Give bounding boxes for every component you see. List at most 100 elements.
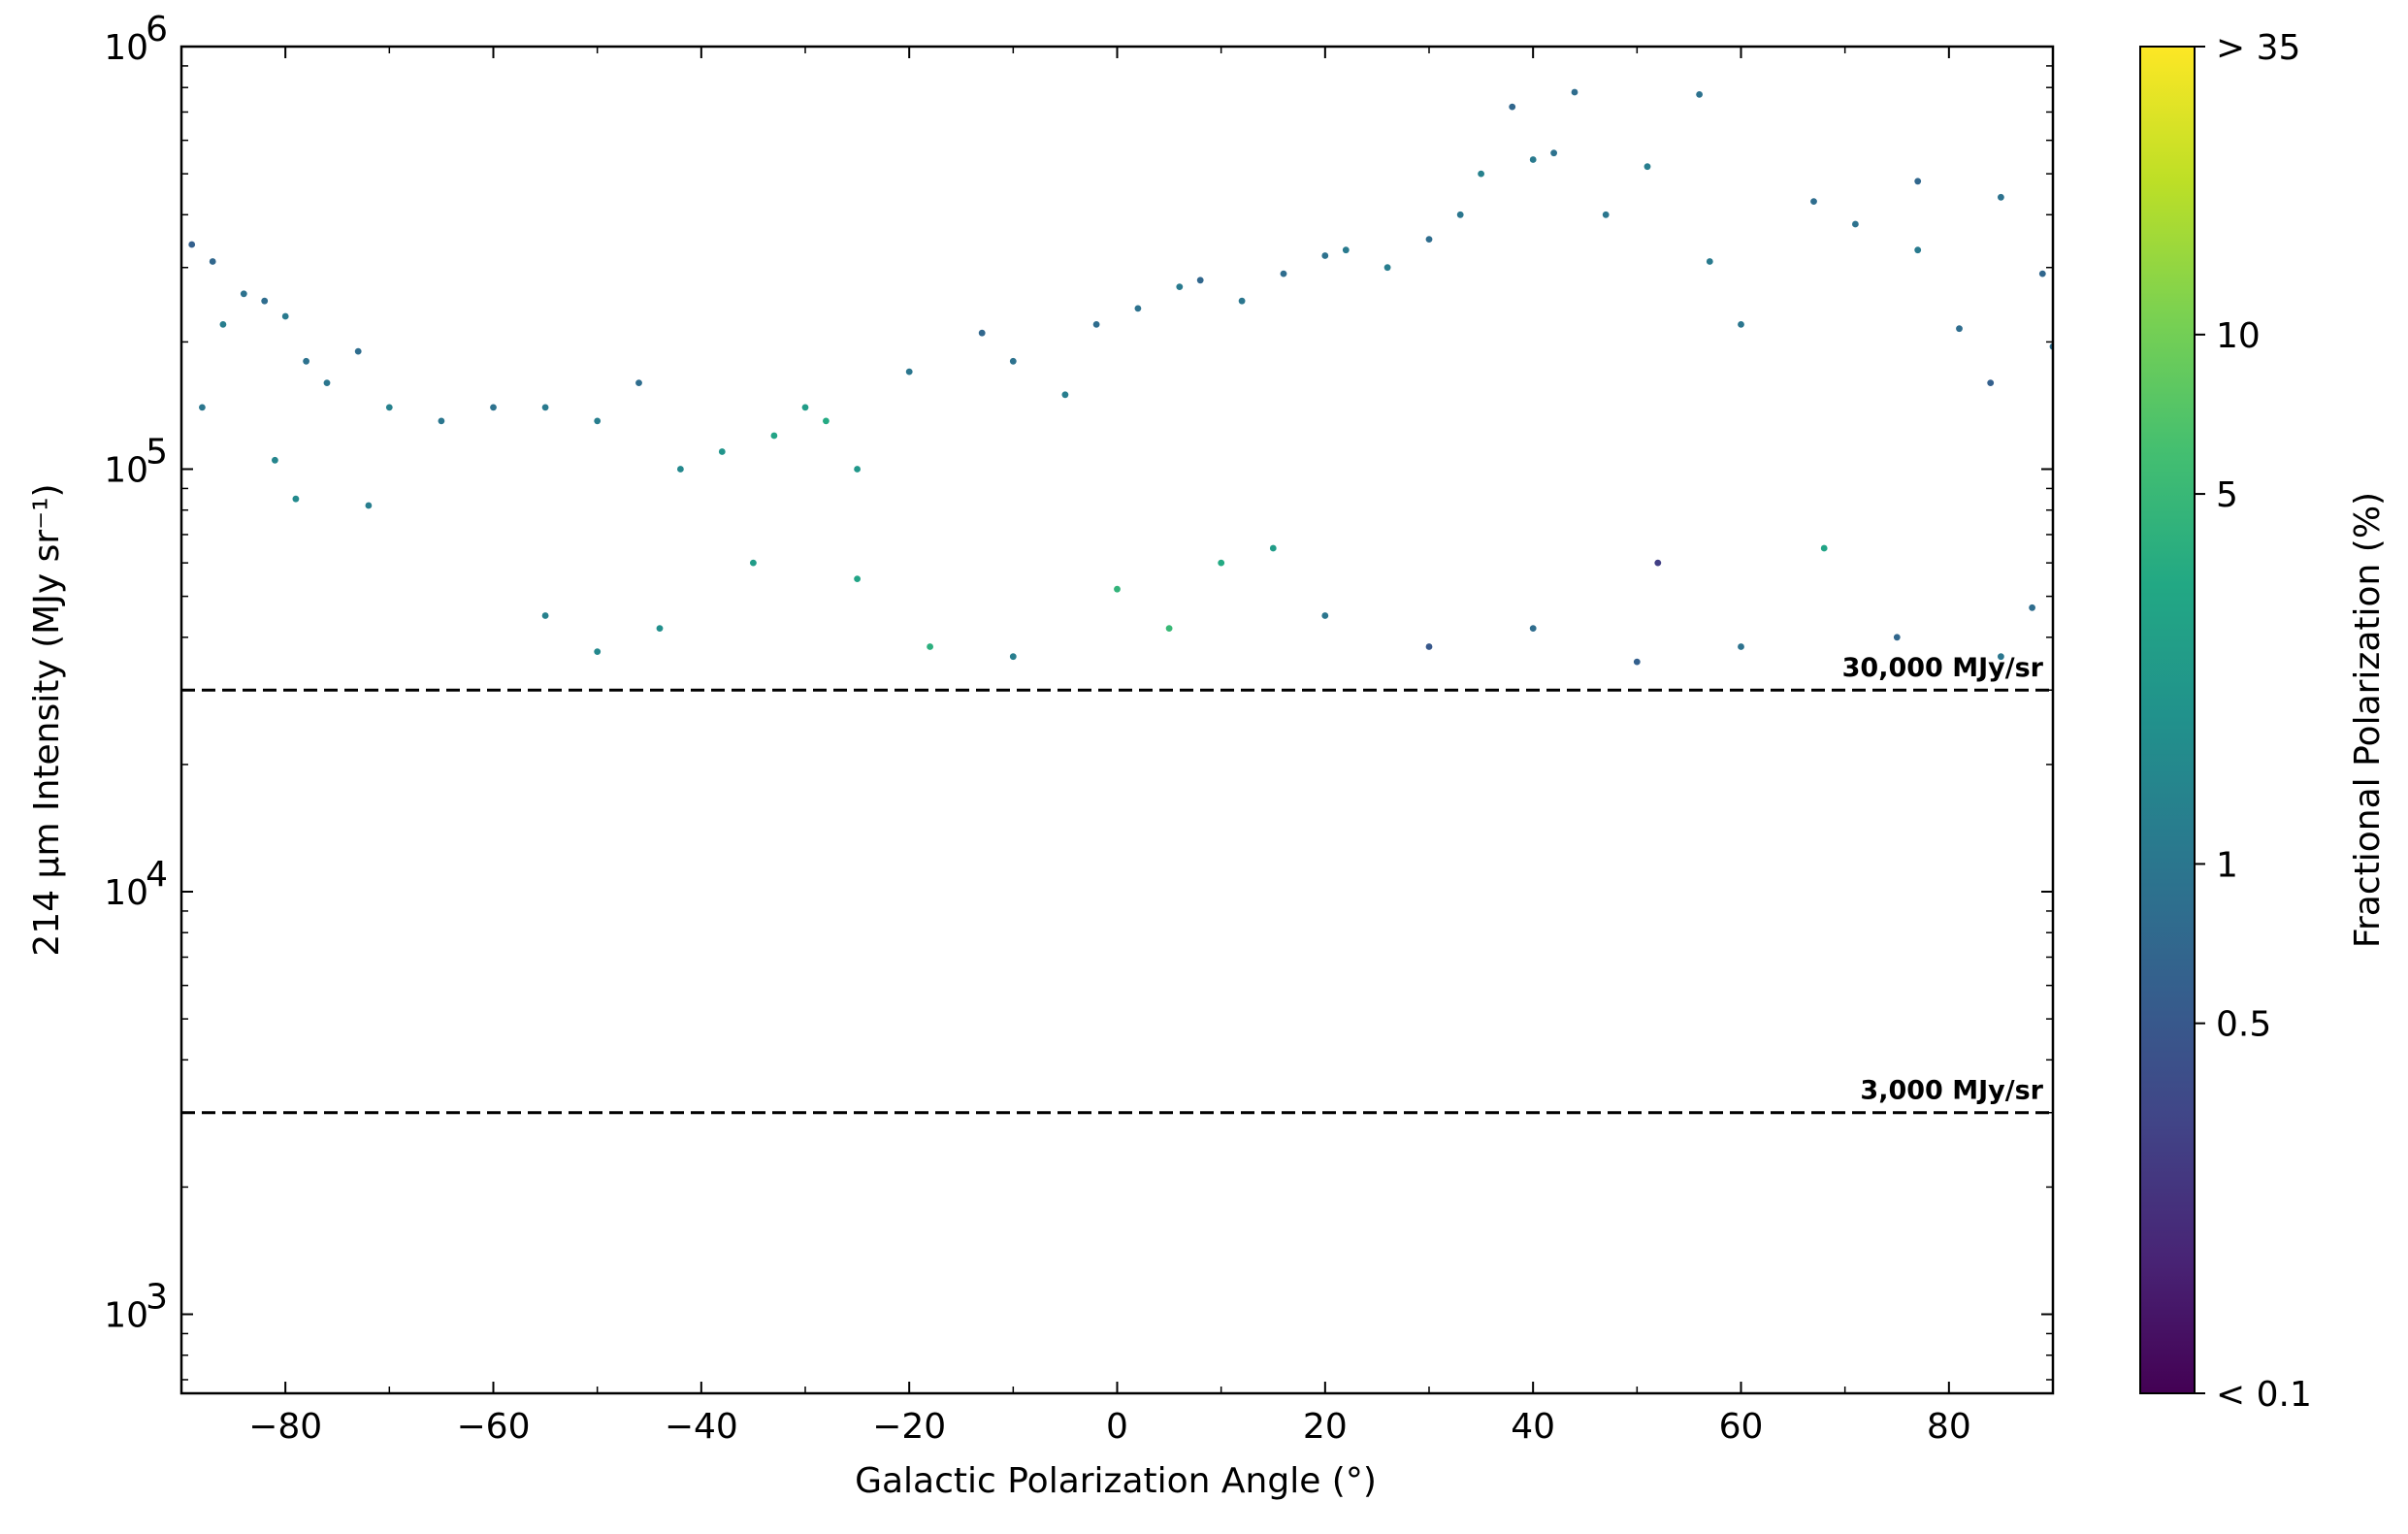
data-point xyxy=(1342,246,1350,254)
colorbar-tick-label: 1 xyxy=(2216,845,2238,885)
data-point xyxy=(1654,559,1662,567)
data-point xyxy=(323,379,331,386)
data-point xyxy=(541,404,549,411)
data-point xyxy=(365,502,373,509)
reference-line-label: 3,000 MJy/sr xyxy=(1860,1076,2043,1106)
data-point xyxy=(823,417,830,425)
data-point xyxy=(656,625,664,632)
data-point xyxy=(1633,658,1641,666)
data-point xyxy=(1914,246,1922,254)
colorbar-title: Fractional Polarization (%) xyxy=(2348,492,2388,948)
data-point xyxy=(750,559,757,567)
data-point xyxy=(1425,236,1433,244)
data-point xyxy=(303,357,309,365)
data-point xyxy=(1383,264,1391,272)
plot-frame xyxy=(179,45,2055,1395)
data-point xyxy=(292,495,300,503)
data-point xyxy=(594,648,602,655)
data-point xyxy=(438,417,445,425)
colorbar-tick-label: 0.5 xyxy=(2216,1005,2271,1045)
data-point xyxy=(272,456,278,464)
y-tick-exponent: 5 xyxy=(146,433,168,473)
data-point xyxy=(1738,643,1744,650)
data-point xyxy=(1529,625,1537,632)
data-point xyxy=(1998,653,2004,661)
y-tick-exponent: 6 xyxy=(146,10,168,49)
y-tick-label: 10 xyxy=(104,873,148,913)
data-point xyxy=(1998,193,2004,201)
y-axis-title: 214 μm Intensity (MJy sr⁻¹) xyxy=(27,483,67,956)
data-point xyxy=(1280,270,1287,277)
data-point xyxy=(1956,325,1963,333)
data-point xyxy=(1987,379,1995,386)
data-point xyxy=(854,466,861,473)
data-point xyxy=(2029,604,2036,611)
data-point xyxy=(1114,585,1121,593)
data-point xyxy=(1509,103,1516,111)
data-point xyxy=(199,404,206,411)
data-point xyxy=(1321,252,1329,259)
colorbar: > 35 10 5 1 0.5 < 0.1 Fractional Polarization… xyxy=(2139,28,2388,1415)
data-point xyxy=(1238,297,1246,305)
data-point xyxy=(1321,612,1329,619)
x-axis-title: Galactic Polarization Angle (°) xyxy=(855,1461,1377,1501)
y-tick-exponent: 4 xyxy=(146,855,168,895)
colorbar-tick-label: 10 xyxy=(2216,316,2261,356)
data-point xyxy=(854,575,861,582)
data-point xyxy=(1738,321,1744,328)
data-point xyxy=(1602,211,1610,218)
data-point xyxy=(1643,163,1651,171)
data-point xyxy=(927,643,933,650)
data-point xyxy=(490,404,497,411)
data-point xyxy=(1810,198,1817,206)
y-tick-label: 10 xyxy=(104,28,148,68)
reference-lines: 30,000 MJy/sr 3,000 MJy/sr xyxy=(181,653,2053,1115)
x-tick-label: −80 xyxy=(248,1407,322,1447)
data-point xyxy=(261,297,269,305)
data-point xyxy=(1893,634,1901,641)
data-point xyxy=(1176,283,1184,290)
data-point xyxy=(1914,178,1922,185)
x-tick-label: −20 xyxy=(872,1407,946,1447)
y-tick-label: 10 xyxy=(104,1296,148,1336)
x-tick-label: 20 xyxy=(1303,1407,1348,1447)
data-point xyxy=(1165,625,1173,632)
colorbar-tick-label: < 0.1 xyxy=(2216,1375,2312,1415)
colorbar-gradient xyxy=(2139,46,2196,1394)
x-tick-label: −40 xyxy=(665,1407,738,1447)
data-point xyxy=(1269,544,1277,552)
data-point xyxy=(219,321,227,328)
data-point xyxy=(281,312,289,320)
data-point xyxy=(1571,88,1578,96)
colorbar-tick-label: > 35 xyxy=(2216,28,2300,68)
data-point xyxy=(354,347,362,355)
data-point xyxy=(1696,91,1703,98)
data-point xyxy=(1425,643,1433,650)
x-tick-label: 60 xyxy=(1719,1407,1764,1447)
data-point xyxy=(1009,653,1017,661)
colorbar-ticks: > 35 10 5 1 0.5 < 0.1 xyxy=(2195,28,2312,1415)
data-point xyxy=(1852,220,1859,228)
y-tick-exponent: 3 xyxy=(146,1278,168,1318)
x-axis: −80 −60 −40 −20 0 20 40 60 80 xyxy=(248,47,1971,1447)
data-points xyxy=(188,88,2053,666)
x-tick-label: 80 xyxy=(1927,1407,1971,1447)
data-point xyxy=(240,290,247,298)
data-point xyxy=(978,329,986,337)
data-point xyxy=(1196,277,1204,284)
colorbar-tick-label: 5 xyxy=(2216,475,2238,515)
y-tick-label: 10 xyxy=(104,451,148,491)
x-tick-label: 0 xyxy=(1106,1407,1128,1447)
data-point xyxy=(188,241,196,248)
data-point xyxy=(541,612,549,619)
data-point xyxy=(635,379,642,386)
data-point xyxy=(905,368,913,375)
data-point xyxy=(385,404,393,411)
data-point xyxy=(594,417,602,425)
data-point xyxy=(1550,149,1557,157)
data-point xyxy=(1478,170,1484,178)
data-point xyxy=(1134,305,1142,312)
data-point xyxy=(1456,211,1464,218)
data-point xyxy=(1706,258,1713,265)
